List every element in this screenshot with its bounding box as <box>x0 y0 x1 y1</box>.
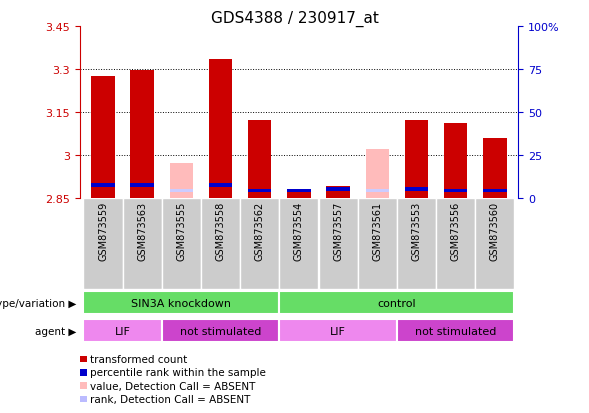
Text: not stimulated: not stimulated <box>415 326 497 336</box>
Bar <box>248 190 272 193</box>
Text: GSM873557: GSM873557 <box>333 201 343 260</box>
Bar <box>287 190 310 193</box>
Text: LIF: LIF <box>115 326 131 336</box>
Bar <box>209 184 232 187</box>
Bar <box>397 198 436 289</box>
Bar <box>326 187 350 198</box>
Bar <box>319 198 358 289</box>
Bar <box>162 319 279 342</box>
Text: GSM873563: GSM873563 <box>137 201 147 260</box>
Text: GSM873560: GSM873560 <box>490 201 500 260</box>
Bar <box>209 60 232 198</box>
Bar <box>475 198 514 289</box>
Bar <box>436 198 475 289</box>
Text: SIN3A knockdown: SIN3A knockdown <box>131 298 231 308</box>
Bar <box>405 188 428 191</box>
Bar <box>201 198 240 289</box>
Bar <box>358 198 397 289</box>
Text: GDS4388 / 230917_at: GDS4388 / 230917_at <box>210 10 379 26</box>
Text: genotype/variation ▶: genotype/variation ▶ <box>0 298 77 308</box>
Text: LIF: LIF <box>330 326 346 336</box>
Bar <box>483 138 507 198</box>
Bar <box>84 292 279 315</box>
Text: GSM873556: GSM873556 <box>451 201 461 260</box>
Bar <box>91 184 115 187</box>
Bar <box>123 198 162 289</box>
Bar <box>279 292 514 315</box>
Bar <box>240 198 279 289</box>
Bar <box>279 198 319 289</box>
Bar <box>91 77 115 198</box>
Bar <box>366 150 389 198</box>
Bar <box>444 190 468 193</box>
Bar <box>397 319 514 342</box>
Text: GSM873559: GSM873559 <box>98 201 108 260</box>
Text: GSM873558: GSM873558 <box>216 201 226 260</box>
Text: not stimulated: not stimulated <box>180 326 262 336</box>
Text: transformed count: transformed count <box>90 354 187 364</box>
Bar <box>483 190 507 193</box>
Bar <box>170 190 193 193</box>
Bar <box>84 319 162 342</box>
Text: rank, Detection Call = ABSENT: rank, Detection Call = ABSENT <box>90 394 250 404</box>
Bar <box>366 190 389 193</box>
Text: agent ▶: agent ▶ <box>35 326 77 336</box>
Bar <box>130 184 154 187</box>
Text: control: control <box>378 298 416 308</box>
Bar <box>444 124 468 198</box>
Bar <box>405 121 428 198</box>
Text: GSM873555: GSM873555 <box>176 201 186 260</box>
Bar <box>162 198 201 289</box>
Bar <box>287 190 310 198</box>
Bar <box>248 121 272 198</box>
Bar <box>279 319 397 342</box>
Text: GSM873562: GSM873562 <box>254 201 264 260</box>
Text: GSM873553: GSM873553 <box>412 201 422 260</box>
Text: value, Detection Call = ABSENT: value, Detection Call = ABSENT <box>90 381 256 391</box>
Bar <box>326 188 350 191</box>
Bar <box>170 164 193 198</box>
Bar <box>84 198 123 289</box>
Bar <box>130 71 154 198</box>
Text: GSM873561: GSM873561 <box>372 201 382 260</box>
Text: GSM873554: GSM873554 <box>294 201 304 260</box>
Text: percentile rank within the sample: percentile rank within the sample <box>90 368 266 377</box>
